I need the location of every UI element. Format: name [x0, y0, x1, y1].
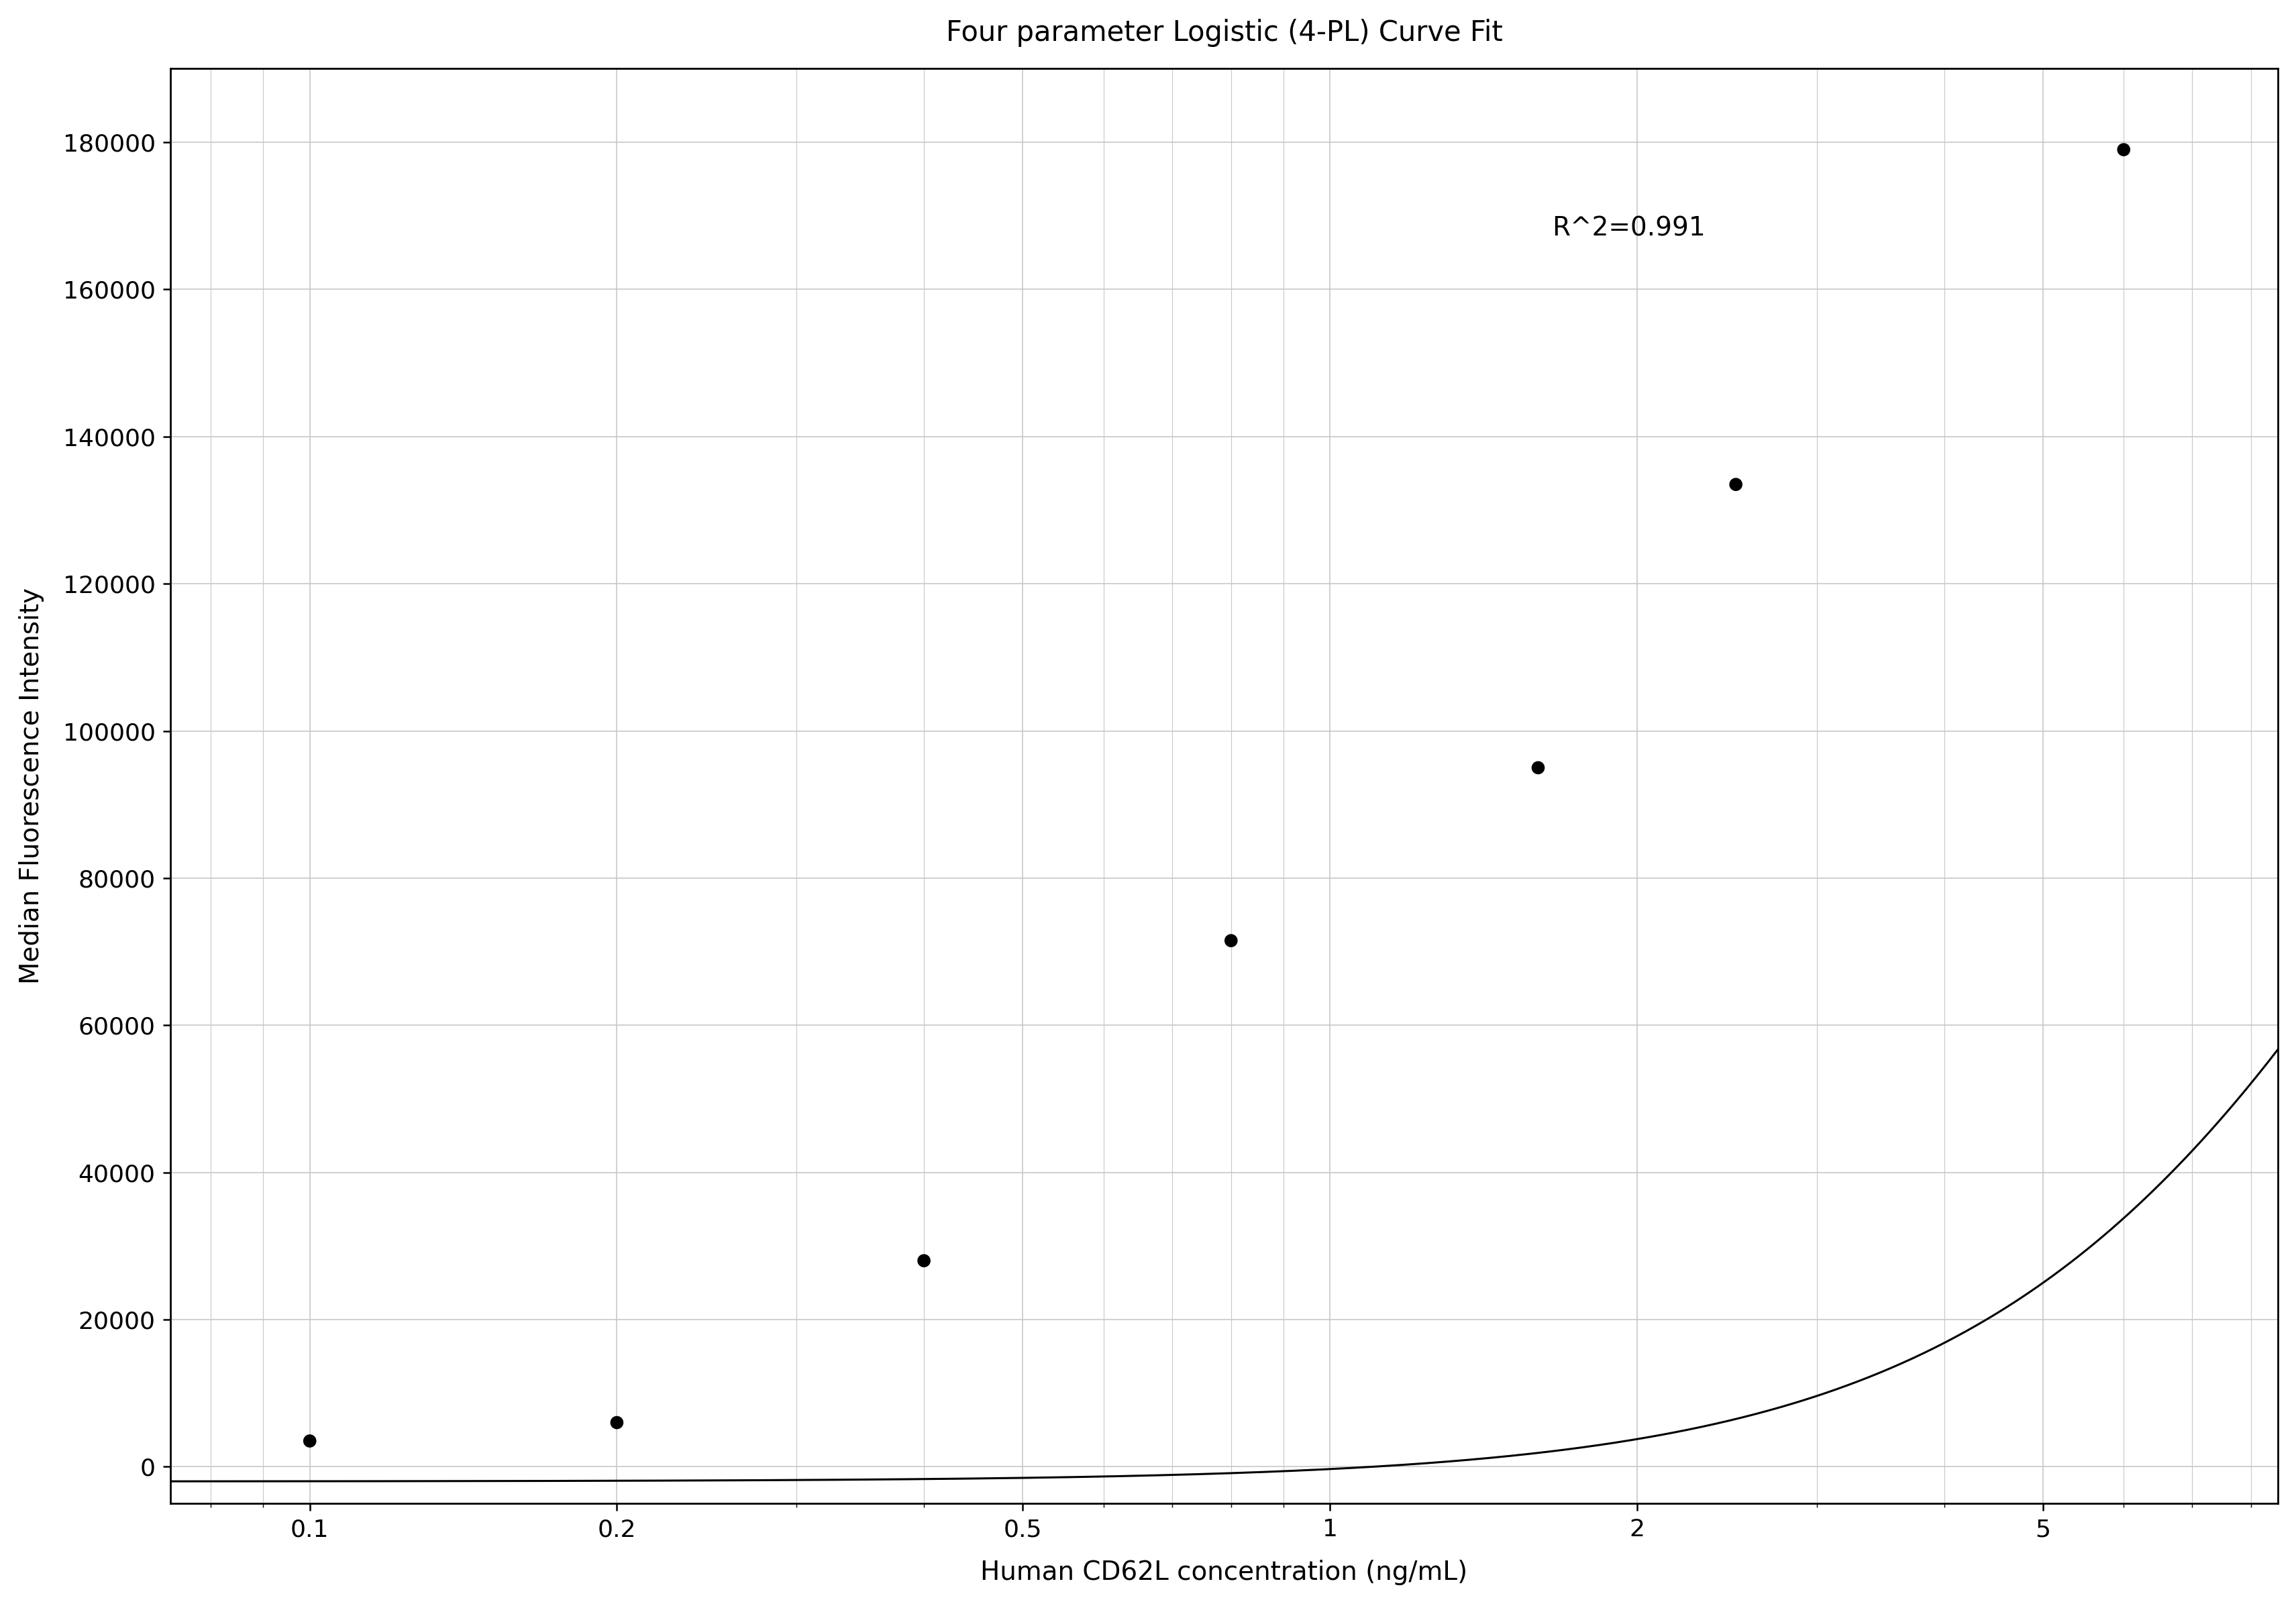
Point: [2105, 136, 2142, 162]
Point: [905, 1248, 941, 1274]
Point: [599, 1410, 636, 1436]
Text: R^2=0.991: R^2=0.991: [1552, 217, 1704, 241]
Point: [1717, 472, 1754, 497]
Title: Four parameter Logistic (4-PL) Curve Fit: Four parameter Logistic (4-PL) Curve Fit: [946, 19, 1502, 47]
X-axis label: Human CD62L concentration (ng/mL): Human CD62L concentration (ng/mL): [980, 1559, 1467, 1585]
Point: [1212, 927, 1249, 953]
Point: [292, 1428, 328, 1453]
Y-axis label: Median Fluorescence Intensity: Median Fluorescence Intensity: [18, 589, 44, 985]
Point: [1520, 755, 1557, 781]
